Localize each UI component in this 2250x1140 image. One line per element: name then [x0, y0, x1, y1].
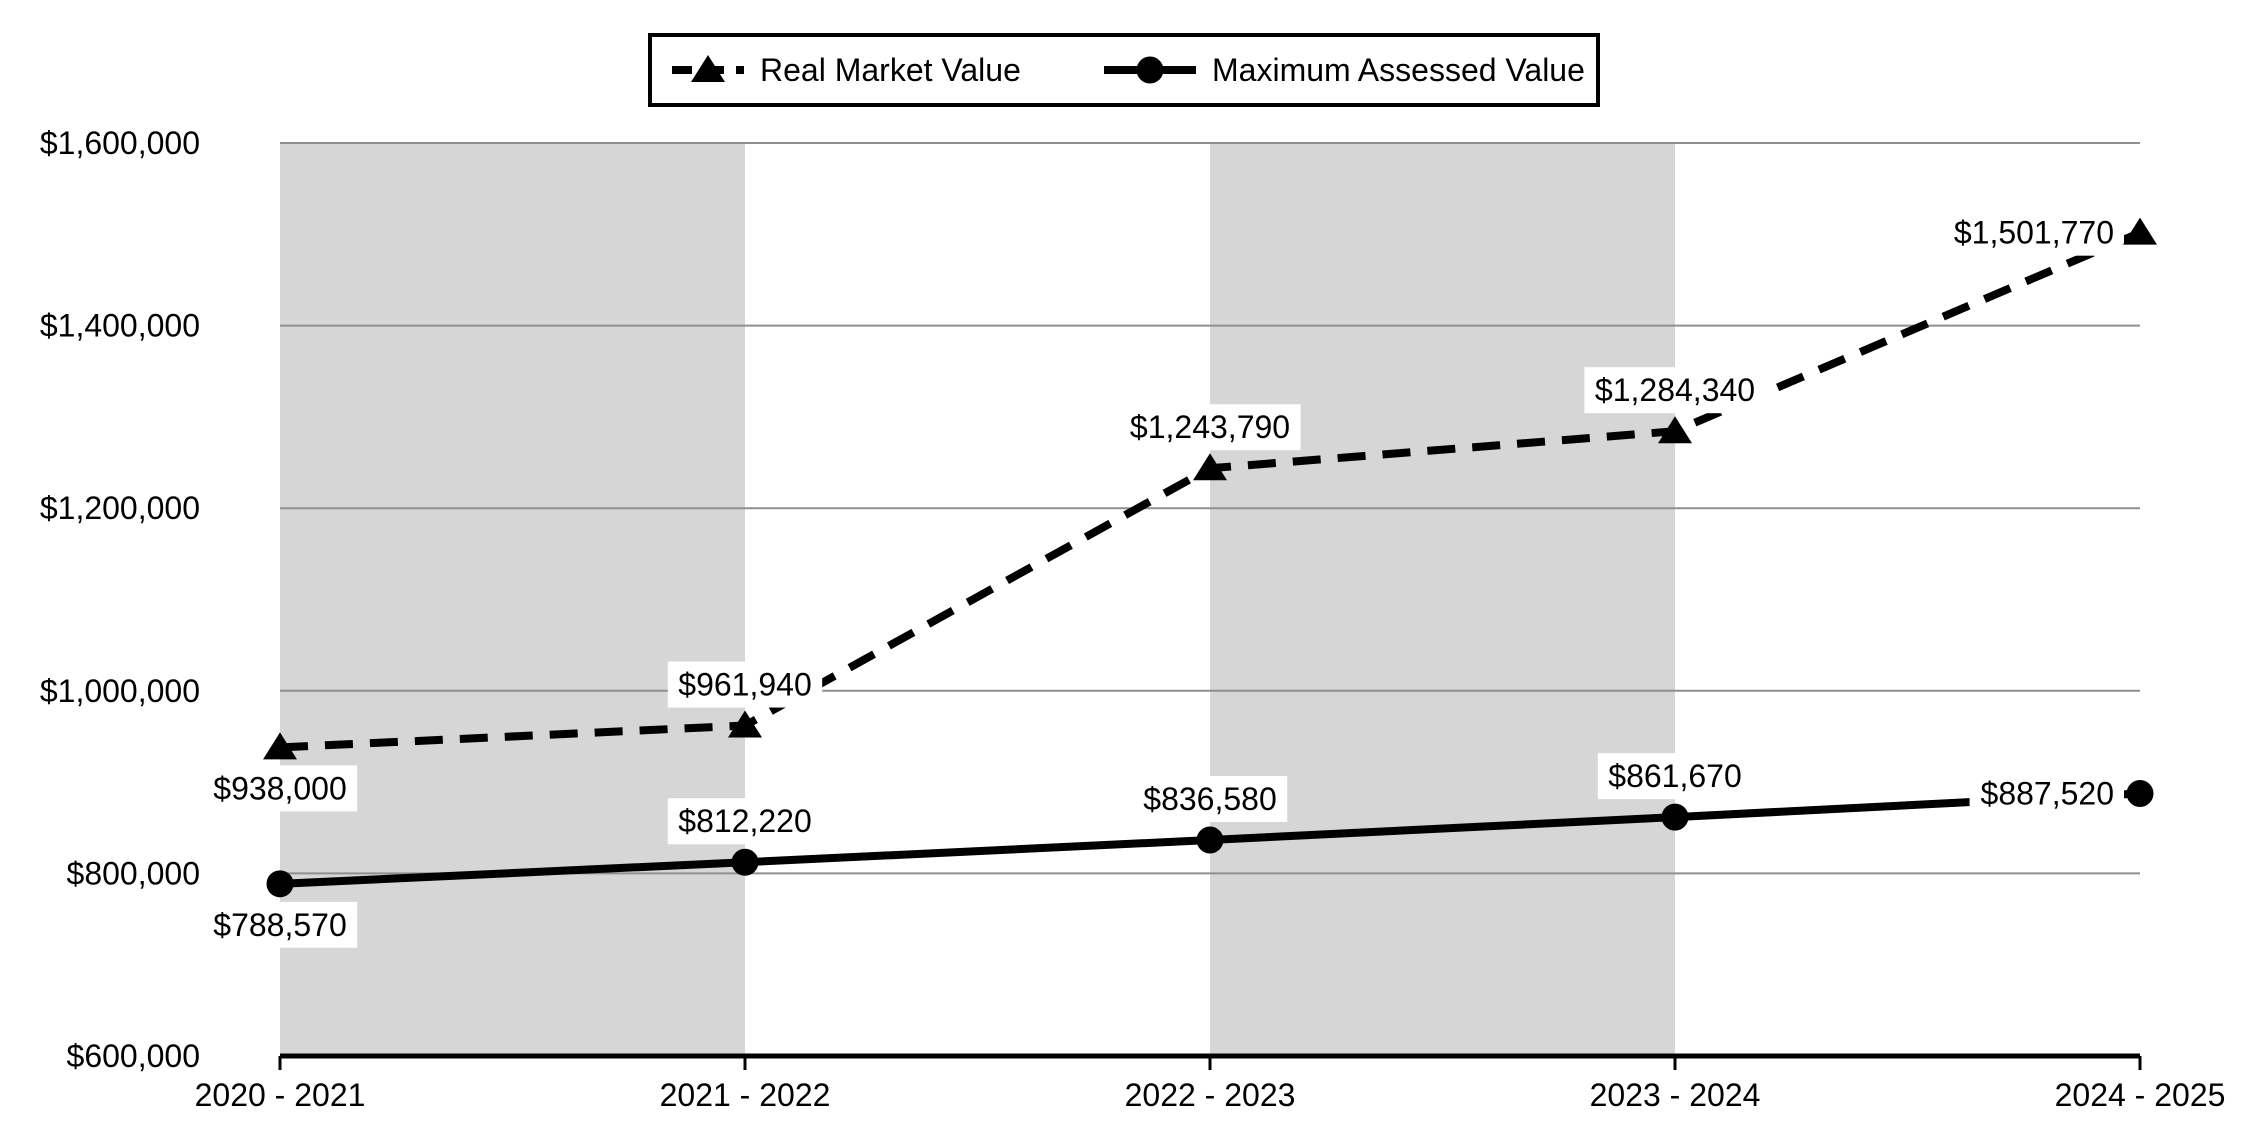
data-label-real-market-value: $938,000 [213, 770, 346, 806]
y-axis-label: $1,000,000 [40, 673, 200, 709]
legend-real-market-value-triangle-marker [691, 55, 725, 82]
x-axis-label: 2022 - 2023 [1125, 1077, 1296, 1113]
data-label-maximum-assessed-value: $887,520 [1981, 775, 2114, 811]
x-axis-label: 2023 - 2024 [1590, 1077, 1761, 1113]
data-label-background [667, 798, 823, 845]
data-label-background [1584, 367, 1766, 414]
maximum-assessed-value-circle-marker [2126, 779, 2154, 807]
maximum-assessed-value-circle-marker [731, 848, 759, 876]
y-axis-label: $1,200,000 [40, 490, 200, 526]
data-label-background [1132, 776, 1288, 823]
data-label-background [202, 901, 358, 948]
data-label-real-market-value: $1,243,790 [1130, 409, 1290, 445]
real-market-value-triangle-marker [1658, 416, 1692, 444]
legend-label-maximum-assessed-value: Maximum Assessed Value [1212, 52, 1585, 88]
legend-maximum-assessed-value-circle-marker [1136, 56, 1164, 84]
y-axis-label: $1,400,000 [40, 308, 200, 344]
real-market-value-triangle-marker [1193, 453, 1227, 481]
maximum-assessed-value-circle-marker [1661, 803, 1689, 831]
x-axis-label: 2024 - 2025 [2055, 1077, 2226, 1113]
data-label-real-market-value: $1,284,340 [1595, 372, 1755, 408]
x-axis-label: 2020 - 2021 [195, 1077, 366, 1113]
data-label-real-market-value: $961,940 [678, 667, 811, 703]
data-label-background [202, 765, 358, 812]
plot-band [1210, 143, 1675, 1056]
x-axis-label: 2021 - 2022 [660, 1077, 831, 1113]
y-axis-label: $800,000 [67, 855, 200, 891]
data-label-background [1597, 753, 1753, 800]
maximum-assessed-value-circle-marker [1196, 826, 1224, 854]
data-label-maximum-assessed-value: $861,670 [1608, 758, 1741, 794]
data-label-maximum-assessed-value: $812,220 [678, 803, 811, 839]
data-label-real-market-value: $1,501,770 [1954, 215, 2114, 251]
y-axis-label: $1,600,000 [40, 125, 200, 161]
data-label-maximum-assessed-value: $836,580 [1143, 781, 1276, 817]
data-label-maximum-assessed-value: $788,570 [213, 907, 346, 943]
maximum-assessed-value-circle-marker [266, 870, 294, 898]
data-label-background [667, 661, 823, 708]
plot-band [280, 143, 745, 1056]
real-market-value-triangle-marker [728, 710, 762, 738]
real-market-value-triangle-marker [2123, 217, 2157, 245]
data-label-background [1969, 770, 2124, 817]
legend-label-real-market-value: Real Market Value [760, 52, 1021, 88]
data-label-background [1119, 404, 1301, 451]
y-axis-label: $600,000 [67, 1038, 200, 1074]
data-label-background [1942, 209, 2124, 256]
real-market-value-triangle-marker [263, 732, 297, 760]
